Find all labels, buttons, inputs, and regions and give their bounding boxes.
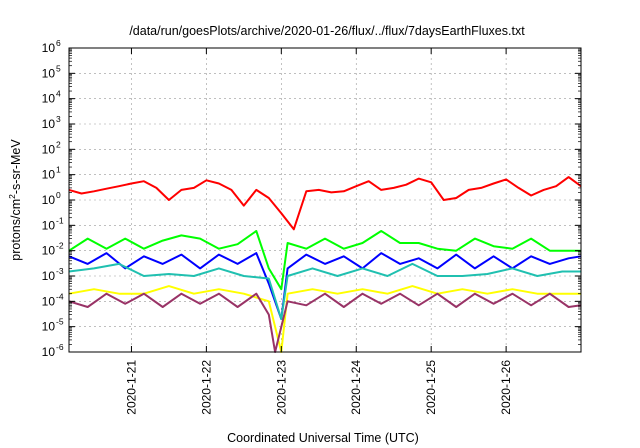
x-tick-label: 2020-1-24 — [349, 360, 363, 415]
y-tick-label: 10-1 — [42, 215, 64, 232]
chart-title: /data/run/goesPlots/archive/2020-01-26/f… — [129, 24, 525, 38]
x-tick-label: 2020-1-23 — [274, 360, 288, 415]
y-tick-label: 10-3 — [42, 266, 64, 283]
y-axis-label-base: protons/cm — [9, 199, 23, 261]
x-tick-label: 2020-1-22 — [199, 360, 213, 415]
y-tick-label: 105 — [42, 63, 61, 80]
y-axis-label-rest: -s-sr-MeV — [9, 139, 23, 195]
x-tick-label: 2020-1-21 — [124, 360, 138, 415]
y-tick-label: 102 — [42, 139, 61, 156]
x-tick-label: 2020-1-25 — [424, 360, 438, 415]
y-tick-label: 10-5 — [42, 317, 64, 334]
ticks: 10-6 10-5 10-4 10-3 10-2 10-1 100 101 102 103 104 1… — [42, 38, 581, 415]
y-tick-label: 10-6 — [42, 342, 64, 359]
y-tick-label: 101 — [42, 165, 61, 182]
y-tick-label: 10-2 — [42, 241, 64, 258]
y-tick-label: 10-4 — [42, 291, 64, 308]
series-line-4 — [68, 262, 581, 320]
series-line-3 — [68, 252, 582, 320]
x-axis-label: Coordinated Universal Time (UTC) — [227, 431, 419, 445]
y-tick-label: 106 — [42, 38, 61, 55]
y-axis-label: protons/cm2-s-sr-MeV — [7, 139, 23, 261]
series-line-5 — [68, 285, 581, 353]
y-tick-label: 103 — [42, 114, 61, 131]
x-tick-label: 2020-1-26 — [499, 360, 513, 415]
series-line-6 — [68, 292, 582, 353]
series-group — [68, 176, 582, 353]
grid — [69, 48, 581, 352]
y-tick-label: 104 — [42, 89, 61, 106]
series-line-1 — [68, 176, 582, 231]
y-axis-label-sup: 2 — [7, 194, 17, 199]
series-line-2 — [68, 230, 581, 291]
y-tick-label: 100 — [42, 190, 61, 207]
